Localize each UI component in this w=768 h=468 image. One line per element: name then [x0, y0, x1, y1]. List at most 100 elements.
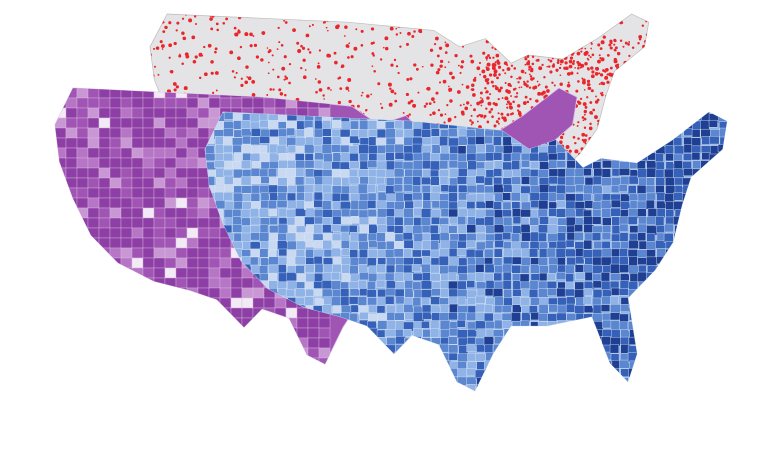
county [709, 264, 720, 273]
red-dot [604, 75, 609, 80]
county [466, 280, 476, 289]
red-dot [493, 19, 498, 23]
red-dot [492, 84, 495, 88]
county [610, 263, 621, 274]
red-dot [581, 77, 584, 80]
county [485, 320, 496, 329]
county [376, 369, 386, 377]
county [673, 352, 684, 361]
county [176, 378, 187, 388]
red-dot [639, 126, 643, 131]
county [76, 257, 89, 269]
county [629, 120, 640, 131]
county [737, 370, 747, 380]
county [241, 328, 252, 337]
red-dot [640, 103, 643, 106]
county [99, 378, 110, 388]
county [618, 184, 628, 192]
red-dot [360, 29, 364, 33]
red-dot [493, 69, 498, 74]
county [186, 177, 199, 189]
county [385, 121, 395, 130]
county [655, 177, 665, 187]
county [656, 303, 667, 314]
red-dot [506, 67, 511, 71]
county [458, 273, 469, 281]
red-dot [523, 82, 527, 86]
county [109, 137, 122, 149]
county [404, 280, 414, 290]
county [197, 217, 210, 229]
county [736, 136, 745, 145]
county [738, 321, 746, 328]
county [701, 240, 713, 250]
county [208, 227, 221, 239]
red-dot [486, 120, 490, 124]
county [287, 185, 298, 194]
county [251, 337, 264, 348]
county [274, 327, 287, 339]
county [538, 313, 549, 322]
red-dot [615, 98, 619, 102]
county [736, 288, 745, 295]
county [646, 297, 657, 308]
county [304, 296, 314, 306]
red-dot [249, 32, 253, 37]
red-dot [614, 156, 617, 160]
county [65, 187, 78, 199]
county [431, 377, 442, 386]
county [219, 237, 232, 249]
red-dot [581, 116, 585, 119]
county [55, 177, 67, 189]
red-dot [571, 62, 575, 65]
county [647, 393, 657, 402]
county [275, 378, 286, 388]
county [307, 357, 320, 364]
red-dot [616, 148, 621, 153]
red-dot [357, 104, 360, 108]
county [503, 368, 514, 379]
county [692, 336, 702, 346]
county [610, 152, 620, 161]
county [65, 147, 78, 159]
county [305, 394, 313, 403]
county [421, 337, 431, 347]
county [708, 153, 721, 162]
red-dot [515, 92, 519, 95]
county [386, 393, 397, 403]
county [729, 297, 739, 307]
red-dot [302, 46, 306, 50]
red-dot [543, 76, 546, 79]
county [197, 237, 210, 249]
county [131, 337, 144, 349]
county [637, 368, 648, 377]
red-dot [617, 114, 620, 118]
county [259, 136, 270, 144]
county [263, 97, 276, 109]
county [447, 272, 457, 281]
county [503, 336, 513, 345]
county [484, 263, 495, 273]
county [164, 357, 177, 364]
red-dot [613, 59, 618, 64]
red-dot [181, 31, 185, 35]
county [76, 167, 89, 179]
county [447, 128, 458, 137]
county [583, 288, 593, 296]
county [412, 160, 423, 171]
county [574, 328, 585, 338]
red-dot [370, 93, 373, 96]
county [718, 360, 727, 369]
county [729, 162, 738, 170]
county [710, 168, 721, 178]
county [430, 367, 439, 377]
county [153, 157, 166, 169]
county [440, 304, 449, 315]
county [208, 337, 221, 349]
county [656, 192, 666, 201]
county [296, 357, 309, 364]
red-dot [588, 54, 590, 57]
county [709, 344, 720, 352]
county [220, 368, 231, 378]
red-dot [407, 31, 411, 36]
